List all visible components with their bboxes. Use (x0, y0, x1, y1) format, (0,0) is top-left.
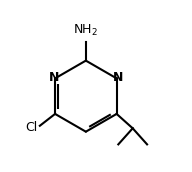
Text: N: N (49, 71, 59, 84)
Text: N: N (113, 71, 123, 84)
Text: NH$_2$: NH$_2$ (73, 23, 98, 38)
Text: Cl: Cl (26, 121, 38, 134)
